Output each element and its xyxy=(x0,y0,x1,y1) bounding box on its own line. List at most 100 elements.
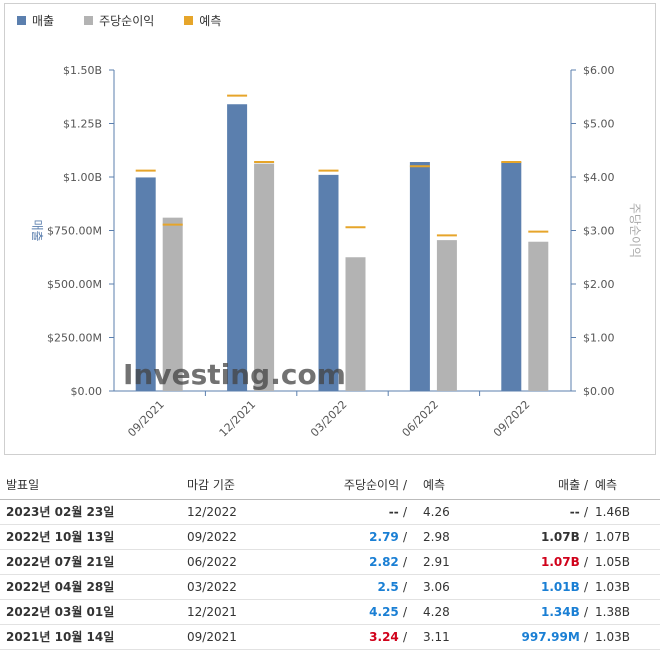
row-revenue-value: 1.07B xyxy=(541,530,580,544)
row-period: 09/2021 xyxy=(187,630,237,644)
y-left-tick-label: $500.00M xyxy=(47,278,102,291)
revenue-bar xyxy=(501,162,522,391)
row-eps: 3.24 / xyxy=(369,625,407,649)
x-tick-label: 06/2022 xyxy=(400,398,442,440)
row-revenue-forecast: 1.03B xyxy=(595,630,630,644)
eps-bar xyxy=(345,257,366,391)
row-revenue-slash: / xyxy=(583,505,588,519)
row-eps: 2.79 / xyxy=(369,525,407,549)
x-tick-label: 03/2022 xyxy=(308,398,350,440)
legend-item-revenue[interactable]: 매출 xyxy=(17,12,54,29)
row-date: 2022년 07월 21일 xyxy=(6,555,115,569)
table-header-row: 발표일 마감 기준 주당순이익 / 예측 매출 / 예측 xyxy=(0,471,660,500)
y-right-tick-label: $2.00 xyxy=(583,278,615,291)
revenue-bar xyxy=(409,162,430,391)
eps-bar xyxy=(528,241,549,391)
y-left-tick-label: $1.00B xyxy=(63,171,102,184)
legend-item-eps[interactable]: 주당순이익 xyxy=(84,12,154,29)
y-left-tick-label: $1.50B xyxy=(63,64,102,77)
y-left-tick-label: $250.00M xyxy=(47,332,102,345)
y-left-tick-label: $1.25B xyxy=(63,118,102,131)
x-tick-label: 12/2021 xyxy=(217,398,259,440)
row-revenue-forecast: 1.07B xyxy=(595,530,630,544)
row-eps-forecast: 4.26 xyxy=(423,505,450,519)
eps-bar xyxy=(436,240,457,391)
row-revenue-slash: / xyxy=(583,580,588,594)
row-eps: 4.25 / xyxy=(369,600,407,624)
row-period: 06/2022 xyxy=(187,555,237,569)
row-revenue-forecast: 1.38B xyxy=(595,605,630,619)
table-row: 2021년 10월 14일 09/2021 3.24 / 3.11 997.99M / 1… xyxy=(0,625,660,650)
table-body: 2023년 02월 23일 12/2022 -- /4.26 -- /1.46B 202… xyxy=(0,500,660,650)
eps-bar xyxy=(254,163,275,391)
revenue-swatch-icon xyxy=(17,16,26,25)
row-eps-forecast: 4.28 xyxy=(423,605,450,619)
table-row: 2022년 04월 28일 03/2022 2.5 / 3.06 1.01B / 1.03… xyxy=(0,575,660,600)
header-revenue-slash: / xyxy=(583,478,588,492)
table-row: 2022년 07월 21일 06/2022 2.82 / 2.91 1.07B / 1.0… xyxy=(0,550,660,575)
row-eps-forecast: 2.98 xyxy=(423,530,450,544)
y-right-tick-label: $0.00 xyxy=(583,385,615,398)
row-eps-slash: / xyxy=(402,505,407,519)
forecast-swatch-icon xyxy=(184,16,194,25)
row-eps: -- / xyxy=(389,500,407,524)
table-row: 2022년 03월 01일 12/2021 4.25 / 4.28 1.34B / 1.3… xyxy=(0,600,660,625)
header-eps-forecast[interactable]: 예측 xyxy=(423,478,446,492)
header-date[interactable]: 발표일 xyxy=(6,478,40,492)
legend-item-forecast[interactable]: 예측 xyxy=(184,12,221,29)
row-date: 2022년 04월 28일 xyxy=(6,580,115,594)
header-revenue[interactable]: 매출 / xyxy=(558,471,588,499)
row-eps-forecast: 3.06 xyxy=(423,580,450,594)
row-date: 2021년 10월 14일 xyxy=(6,630,115,644)
row-revenue: 997.99M / xyxy=(522,625,588,649)
row-eps-value: 3.24 xyxy=(369,630,399,644)
y-right-axis-title: 주당순이익 xyxy=(628,203,642,258)
row-revenue-forecast: 1.03B xyxy=(595,580,630,594)
row-eps-slash: / xyxy=(402,580,407,594)
y-left-tick-label: $0.00 xyxy=(71,385,103,398)
row-revenue: 1.07B / xyxy=(541,550,588,574)
row-revenue-slash: / xyxy=(583,605,588,619)
row-revenue-value: 1.34B xyxy=(541,605,580,619)
row-revenue-value: -- xyxy=(569,505,580,519)
earnings-chart-panel: 매출 주당순이익 예측 $0.00 $0.00 $250.00M $1.00 $500.… xyxy=(4,3,656,455)
header-revenue-forecast[interactable]: 예측 xyxy=(595,478,618,492)
row-period: 12/2022 xyxy=(187,505,237,519)
header-eps-label: 주당순이익 xyxy=(343,478,400,492)
row-period: 12/2021 xyxy=(187,605,237,619)
eps-swatch-icon xyxy=(84,16,94,25)
row-eps-value: 2.5 xyxy=(377,580,399,594)
revenue-bar xyxy=(135,177,156,391)
row-eps-slash: / xyxy=(402,630,407,644)
y-right-tick-label: $3.00 xyxy=(583,225,615,238)
row-eps-value: 2.79 xyxy=(369,530,399,544)
row-revenue-slash: / xyxy=(583,555,588,569)
y-right-tick-label: $6.00 xyxy=(583,64,615,77)
legend-revenue-label: 매출 xyxy=(32,14,55,28)
eps-bar xyxy=(162,217,183,391)
row-revenue: -- / xyxy=(570,500,588,524)
chart-legend: 매출 주당순이익 예측 xyxy=(17,12,221,29)
row-revenue-value: 997.99M xyxy=(521,630,580,644)
revenue-bar xyxy=(227,104,248,392)
row-date: 2022년 03월 01일 xyxy=(6,605,115,619)
row-eps: 2.82 / xyxy=(369,550,407,574)
row-period: 09/2022 xyxy=(187,530,237,544)
row-revenue-forecast: 1.05B xyxy=(595,555,630,569)
row-eps: 2.5 / xyxy=(378,575,408,599)
table-row: 2022년 10월 13일 09/2022 2.79 /2.98 1.07B /1.0… xyxy=(0,525,660,550)
y-left-axis-title: 매출 xyxy=(30,219,44,241)
header-period[interactable]: 마감 기준 xyxy=(187,478,235,492)
x-tick-label: 09/2021 xyxy=(125,398,167,440)
revenue-bar xyxy=(318,174,339,391)
y-right-tick-label: $1.00 xyxy=(583,332,615,345)
header-eps-slash: / xyxy=(402,478,407,492)
header-eps[interactable]: 주당순이익 / xyxy=(344,471,407,499)
row-eps-slash: / xyxy=(402,605,407,619)
row-eps-forecast: 2.91 xyxy=(423,555,450,569)
legend-eps-label: 주당순이익 xyxy=(99,14,155,28)
row-revenue-forecast: 1.46B xyxy=(595,505,630,519)
x-tick-label: 09/2022 xyxy=(491,398,533,440)
row-eps-slash: / xyxy=(402,555,407,569)
row-eps-forecast: 3.11 xyxy=(423,630,450,644)
